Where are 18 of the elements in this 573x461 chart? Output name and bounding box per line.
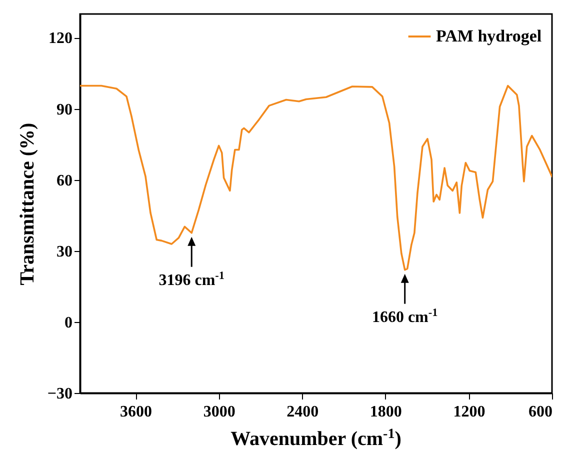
- x-tick-label: 3000: [203, 404, 236, 420]
- x-tick-label: 1800: [370, 404, 402, 420]
- y-tick-label: 0: [64, 314, 72, 332]
- line-series: [80, 84, 552, 271]
- annotation: 1660 cm$^{-1}$: [372, 306, 438, 326]
- x-tick-label: 600: [528, 404, 552, 420]
- y-tick-label: 60: [56, 172, 72, 190]
- y-tick-label: −30: [47, 386, 72, 402]
- y-tick-label: 120: [48, 30, 72, 48]
- x-tick-label: 1200: [453, 404, 486, 420]
- x-tick-label: 3600: [120, 404, 152, 420]
- annotation: 3196 cm$^{-1}$: [158, 270, 225, 289]
- x-tick-label: 2400: [286, 404, 319, 420]
- y-axis-title: Transmittance (%): [16, 122, 38, 286]
- y-tick-label: 90: [56, 101, 72, 118]
- y-tick-label: 30: [56, 243, 72, 260]
- x-axis-title: Wavenumber (cm$^{-1}$): [230, 426, 402, 450]
- legend-label: PAM hydrogel: [436, 26, 542, 46]
